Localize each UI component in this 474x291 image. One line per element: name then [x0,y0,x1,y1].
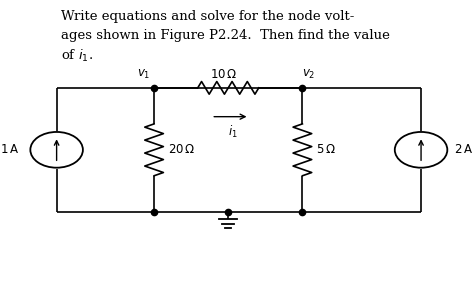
Text: $i_1$: $i_1$ [228,124,237,140]
Text: $1\,\mathrm{A}$: $1\,\mathrm{A}$ [0,143,20,156]
Text: $v_1$: $v_1$ [137,68,150,81]
Text: $v_2$: $v_2$ [302,68,316,81]
Text: $5\,\Omega$: $5\,\Omega$ [316,143,336,156]
Text: $10\,\Omega$: $10\,\Omega$ [210,68,238,81]
Text: Write equations and solve for the node volt-: Write equations and solve for the node v… [61,10,354,23]
Text: of $i_1$.: of $i_1$. [61,47,93,64]
Text: ages shown in Figure P2.24.  Then find the value: ages shown in Figure P2.24. Then find th… [61,29,390,42]
Text: $20\,\Omega$: $20\,\Omega$ [168,143,195,156]
Text: $2\,\mathrm{A}$: $2\,\mathrm{A}$ [454,143,473,156]
